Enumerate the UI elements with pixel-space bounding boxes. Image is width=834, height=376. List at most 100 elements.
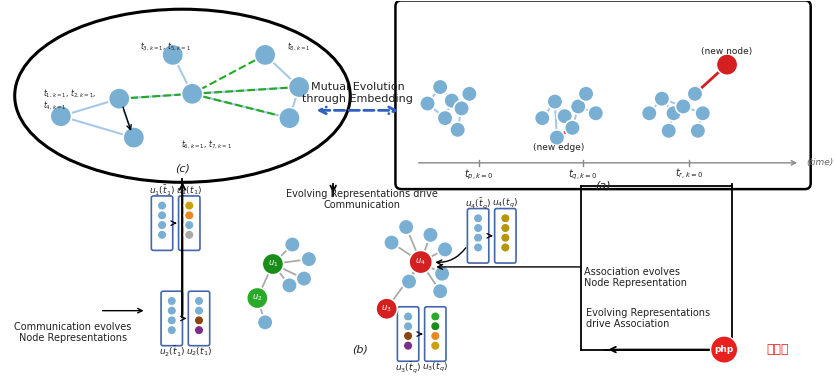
Circle shape [167, 296, 177, 306]
Circle shape [420, 96, 435, 111]
Text: (b): (b) [353, 344, 369, 355]
Circle shape [403, 321, 413, 331]
Text: $u_3(t_q)$: $u_3(t_q)$ [422, 361, 449, 374]
Circle shape [262, 253, 284, 275]
FancyBboxPatch shape [188, 291, 209, 346]
Circle shape [247, 287, 268, 309]
Text: $t_{8,k=1}$: $t_{8,k=1}$ [288, 41, 311, 53]
Text: Communication evolves: Communication evolves [14, 322, 131, 332]
Circle shape [430, 312, 440, 321]
Text: $t_{q,k=0}$: $t_{q,k=0}$ [568, 167, 598, 182]
Text: (c): (c) [175, 164, 190, 174]
Circle shape [570, 99, 586, 114]
Circle shape [301, 252, 317, 267]
Text: (time): (time) [806, 158, 833, 167]
FancyBboxPatch shape [495, 209, 516, 263]
Circle shape [461, 86, 477, 102]
Circle shape [258, 315, 273, 330]
Circle shape [184, 220, 194, 230]
Circle shape [711, 336, 738, 363]
Circle shape [403, 341, 413, 350]
Text: $u_4$: $u_4$ [415, 257, 426, 267]
Circle shape [157, 230, 167, 240]
Circle shape [194, 296, 203, 306]
Circle shape [444, 93, 460, 108]
FancyBboxPatch shape [425, 307, 446, 361]
Circle shape [167, 306, 177, 315]
Circle shape [557, 108, 572, 124]
Circle shape [695, 106, 711, 121]
Circle shape [282, 277, 297, 293]
Circle shape [157, 220, 167, 230]
Circle shape [157, 211, 167, 220]
Circle shape [450, 122, 465, 138]
Circle shape [549, 130, 565, 146]
Text: (new node): (new node) [701, 47, 752, 56]
Text: Mutual Evolution: Mutual Evolution [310, 82, 404, 92]
Circle shape [279, 108, 300, 129]
Text: php: php [715, 345, 734, 354]
Circle shape [676, 99, 691, 114]
Text: $u_2(t_1)$: $u_2(t_1)$ [186, 345, 212, 358]
Circle shape [50, 106, 72, 127]
Circle shape [184, 230, 194, 240]
Circle shape [454, 101, 470, 116]
Text: Node Representations: Node Representations [18, 333, 127, 343]
Circle shape [690, 123, 706, 138]
Circle shape [437, 242, 453, 257]
Circle shape [384, 235, 399, 250]
Text: $u_2(\bar{t}_1)$: $u_2(\bar{t}_1)$ [158, 344, 185, 359]
Text: Evolving Representations drive: Evolving Representations drive [286, 189, 439, 199]
Text: $u_2$: $u_2$ [252, 293, 263, 303]
Circle shape [401, 274, 417, 289]
Circle shape [194, 306, 203, 315]
Circle shape [182, 83, 203, 105]
Circle shape [108, 88, 130, 109]
Circle shape [157, 201, 167, 211]
Circle shape [500, 243, 510, 252]
Circle shape [430, 331, 440, 341]
Circle shape [296, 271, 312, 287]
Circle shape [162, 44, 183, 65]
Circle shape [184, 211, 194, 220]
FancyBboxPatch shape [397, 307, 419, 361]
Circle shape [284, 237, 300, 252]
Circle shape [432, 79, 448, 95]
Circle shape [500, 223, 510, 233]
Text: (a): (a) [595, 180, 610, 190]
Text: $t_{1,k=1}$, $t_{2,k=1}$,: $t_{1,k=1}$, $t_{2,k=1}$, [43, 88, 97, 100]
Text: $u_3$: $u_3$ [381, 303, 392, 314]
Text: $t_{6,k=1}$, $t_{7,k=1}$: $t_{6,k=1}$, $t_{7,k=1}$ [181, 139, 232, 152]
Text: $u_1$: $u_1$ [268, 259, 278, 269]
Text: Association evolves: Association evolves [584, 267, 680, 277]
Text: through Embedding: through Embedding [302, 94, 413, 104]
Text: $u_1(t_1)$: $u_1(t_1)$ [176, 185, 203, 197]
Circle shape [435, 266, 450, 282]
Circle shape [578, 86, 594, 102]
Circle shape [194, 315, 203, 325]
Circle shape [473, 233, 483, 243]
Circle shape [123, 127, 144, 148]
FancyBboxPatch shape [161, 291, 183, 346]
Circle shape [167, 325, 177, 335]
Circle shape [716, 54, 738, 75]
Circle shape [167, 315, 177, 325]
Text: (new edge): (new edge) [533, 143, 585, 152]
Circle shape [473, 223, 483, 233]
Text: $u_3(\bar{t}_q)$: $u_3(\bar{t}_q)$ [395, 359, 421, 374]
Circle shape [376, 298, 397, 320]
Circle shape [547, 94, 563, 109]
Circle shape [473, 243, 483, 252]
Text: Evolving Representations: Evolving Representations [586, 308, 711, 318]
FancyBboxPatch shape [395, 0, 811, 189]
Circle shape [666, 106, 681, 121]
Text: 中文网: 中文网 [766, 343, 788, 356]
Circle shape [535, 110, 550, 126]
Text: $u_1(\bar{t}_1)$: $u_1(\bar{t}_1)$ [149, 184, 175, 198]
FancyBboxPatch shape [178, 196, 200, 250]
Text: Node Representation: Node Representation [584, 279, 687, 288]
Circle shape [194, 325, 203, 335]
Circle shape [661, 123, 676, 138]
FancyBboxPatch shape [467, 209, 489, 263]
Text: $u_4(\bar{t}_q)$: $u_4(\bar{t}_q)$ [465, 196, 491, 211]
